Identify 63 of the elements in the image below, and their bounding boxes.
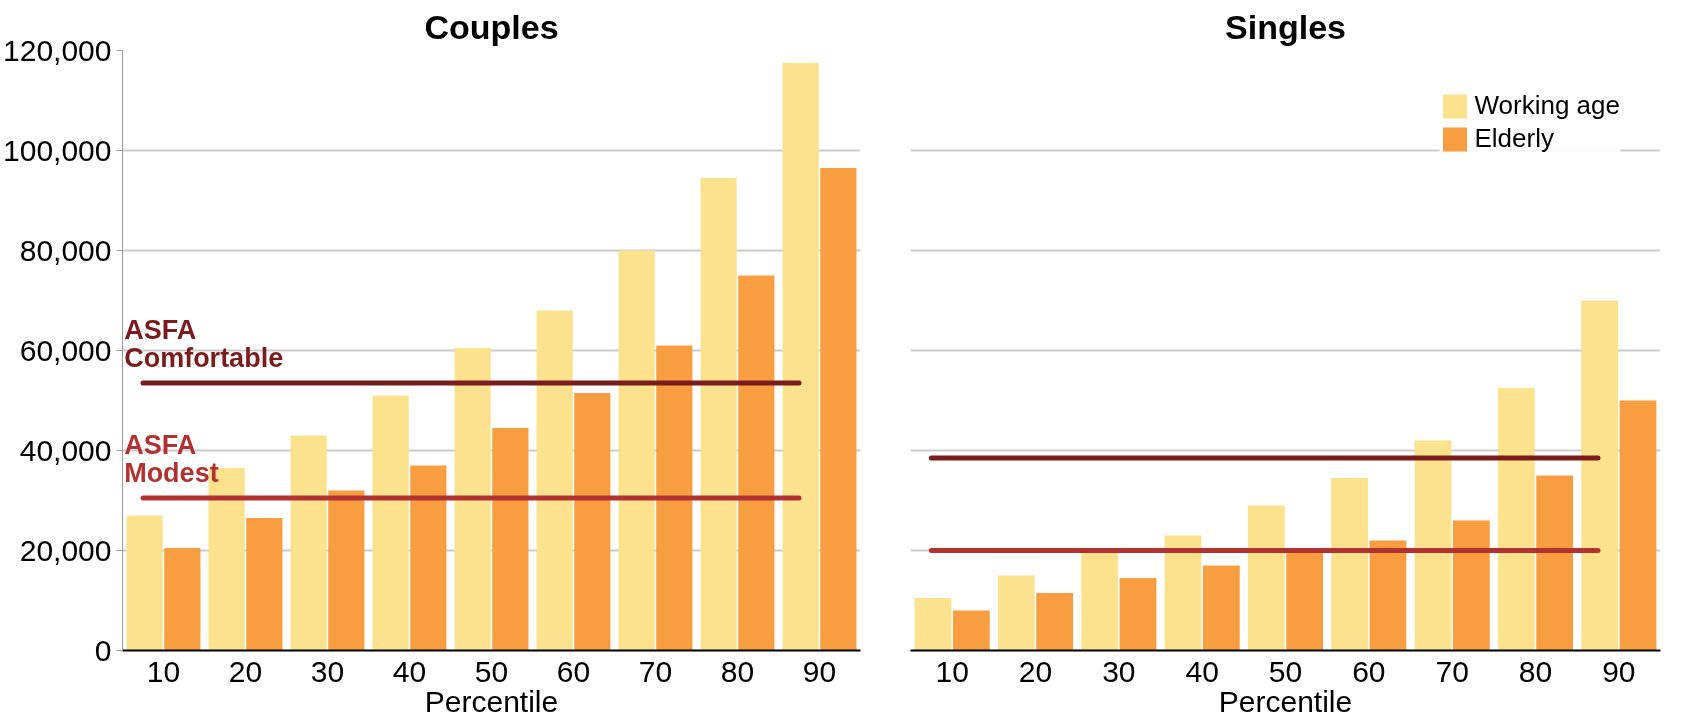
- x-tick-label: 90: [1602, 654, 1636, 688]
- chart-title: Couples: [424, 7, 559, 46]
- x-tick-label: 30: [310, 654, 345, 688]
- bar: [246, 518, 283, 651]
- bar: [290, 435, 327, 651]
- y-tick-label: 80,000: [19, 233, 112, 267]
- bar: [952, 610, 990, 651]
- bar: [914, 598, 952, 651]
- x-tick-label: 10: [935, 654, 969, 688]
- x-tick-label: 20: [228, 654, 263, 688]
- bar: [1202, 565, 1240, 651]
- bar: [1619, 400, 1657, 651]
- y-tick-label: 100,000: [3, 133, 112, 167]
- bar: [1369, 540, 1407, 651]
- bar: [738, 275, 775, 651]
- bar: [492, 428, 529, 651]
- bar: [1331, 478, 1369, 651]
- x-tick-label: 40: [1185, 654, 1219, 688]
- bar: [328, 490, 365, 651]
- x-tick-label: 60: [1352, 654, 1386, 688]
- x-tick-label: 30: [1102, 654, 1136, 688]
- bar: [782, 63, 819, 651]
- bar: [1452, 520, 1490, 651]
- x-tick-label: 80: [720, 654, 755, 688]
- x-tick-label: 40: [392, 654, 427, 688]
- legend-label: Elderly: [1474, 123, 1554, 154]
- bar: [1286, 550, 1324, 651]
- bar: [1119, 578, 1157, 651]
- ref-line-label: ASFA Comfortable: [124, 314, 284, 373]
- y-tick-label: 60,000: [19, 333, 112, 367]
- legend-label: Working age: [1474, 90, 1620, 121]
- bar: [454, 348, 491, 651]
- x-tick-label: 10: [146, 654, 181, 688]
- bar: [656, 345, 693, 651]
- x-tick-label: 70: [638, 654, 673, 688]
- bar: [700, 178, 737, 651]
- bar: [536, 310, 573, 651]
- bar: [164, 548, 201, 651]
- bar: [1581, 300, 1619, 651]
- x-tick-label: 90: [802, 654, 837, 688]
- y-tick-label: 0: [94, 633, 112, 667]
- x-tick-label: 80: [1518, 654, 1553, 688]
- bar: [410, 465, 447, 651]
- bar: [1036, 593, 1074, 651]
- bar: [1497, 388, 1535, 651]
- bar: [1164, 535, 1202, 651]
- bar: [997, 575, 1035, 651]
- x-tick-label: 70: [1435, 654, 1469, 688]
- bar: [126, 515, 163, 651]
- bar: [372, 395, 409, 651]
- x-tick-label: 20: [1018, 654, 1053, 688]
- bar: [820, 168, 857, 651]
- bar: [1081, 553, 1119, 651]
- y-tick-label: 40,000: [19, 433, 112, 467]
- bar: [618, 250, 655, 651]
- bar: [1536, 475, 1574, 651]
- y-tick-label: 120,000: [3, 33, 112, 67]
- x-tick-label: 60: [556, 654, 591, 688]
- bar: [1247, 505, 1285, 651]
- chart-title: Singles: [1225, 7, 1346, 46]
- bar: [1414, 440, 1452, 651]
- y-tick-label: 20,000: [19, 533, 112, 567]
- bar: [574, 393, 611, 651]
